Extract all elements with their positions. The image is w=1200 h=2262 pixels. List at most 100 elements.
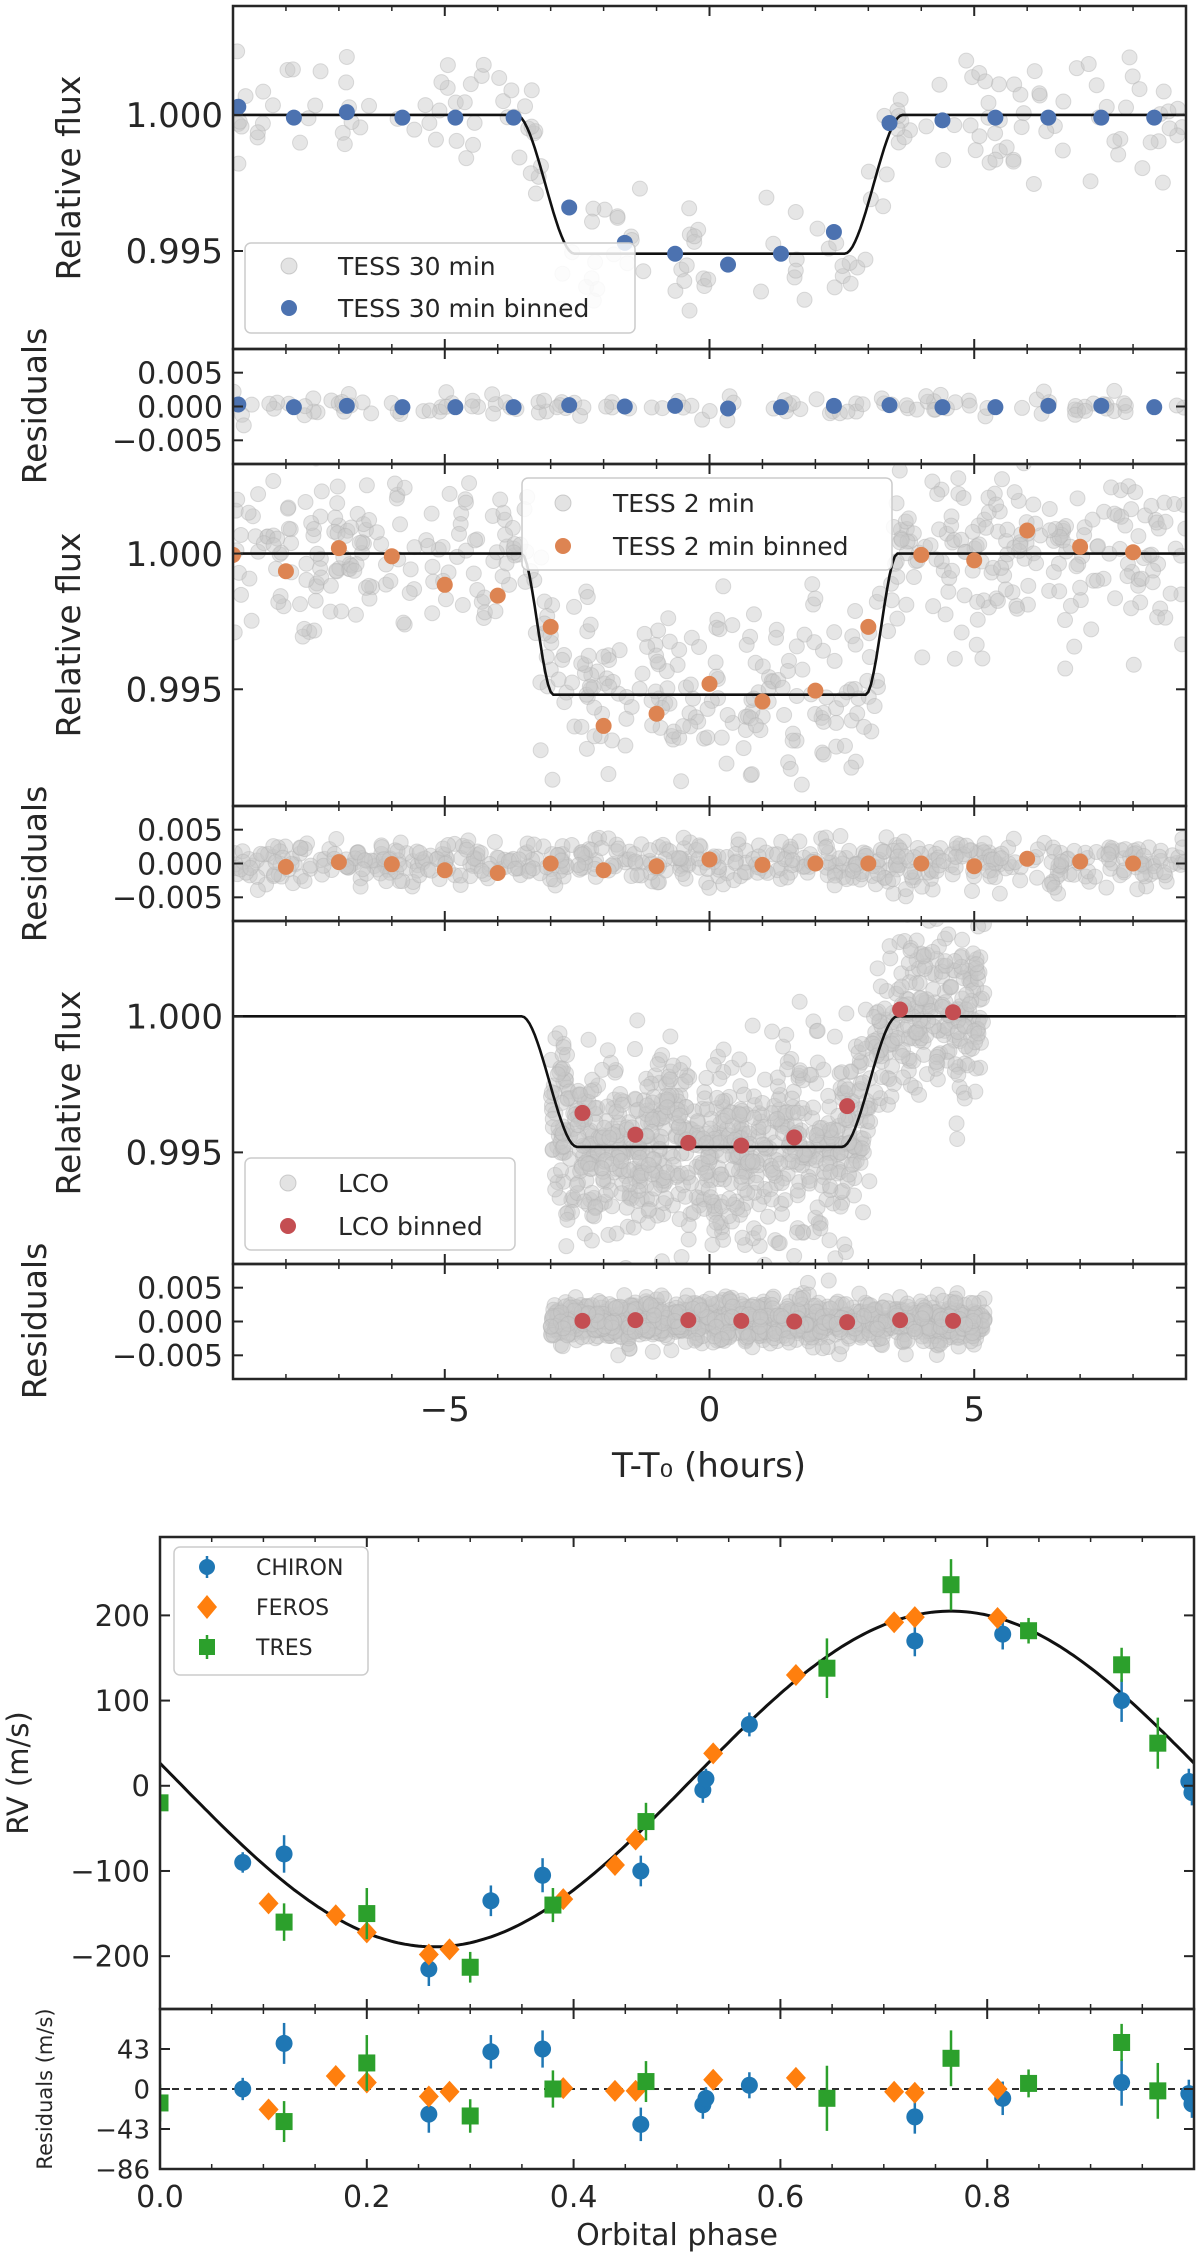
raw-point (576, 1193, 593, 1210)
raw-point (557, 1144, 574, 1161)
raw-point (858, 1310, 875, 1327)
raw-point (542, 1318, 559, 1335)
raw-point (875, 1321, 892, 1338)
raw-point (620, 1162, 637, 1179)
raw-point (714, 1147, 731, 1164)
raw-point (731, 1051, 748, 1068)
raw-point (338, 48, 355, 65)
raw-point (683, 1175, 700, 1192)
raw-point (724, 1147, 741, 1164)
raw-point (840, 1330, 857, 1347)
raw-point (473, 67, 490, 84)
raw-point (1076, 398, 1093, 415)
raw-point (822, 1124, 839, 1141)
raw-point (869, 1320, 886, 1337)
raw-point (740, 1153, 757, 1170)
raw-point (765, 1312, 782, 1329)
raw-point (586, 699, 603, 716)
raw-point (606, 1313, 623, 1330)
raw-point (911, 1032, 928, 1049)
raw-point (935, 1027, 952, 1044)
raw-point (880, 1300, 897, 1317)
raw-point (543, 634, 560, 651)
raw-point (920, 1312, 937, 1329)
raw-point (769, 862, 786, 879)
raw-point (859, 1122, 876, 1139)
raw-point (714, 1224, 731, 1241)
raw-point (939, 1019, 956, 1036)
raw-point (798, 1329, 815, 1346)
raw-point (602, 1320, 619, 1337)
raw-point (420, 537, 437, 554)
raw-point (1025, 175, 1042, 192)
raw-point (789, 1220, 806, 1237)
raw-point (491, 69, 508, 86)
raw-point (944, 534, 961, 551)
raw-point (954, 848, 971, 865)
raw-point (695, 1191, 712, 1208)
raw-point (233, 115, 247, 132)
raw-point (828, 1133, 845, 1150)
raw-point (694, 1328, 711, 1345)
raw-point (655, 1315, 672, 1332)
raw-point (724, 1213, 741, 1230)
raw-point (639, 1114, 656, 1131)
raw-point (690, 713, 707, 730)
raw-point (639, 1295, 656, 1312)
raw-point (935, 1292, 952, 1309)
raw-point (763, 1105, 780, 1122)
ytick-label: −0.005 (112, 424, 223, 459)
raw-point (328, 562, 345, 579)
raw-point (650, 874, 667, 891)
raw-point (711, 621, 728, 638)
raw-point (744, 703, 761, 720)
raw-point (764, 1290, 781, 1307)
raw-point (615, 1162, 632, 1179)
raw-point (737, 1333, 754, 1350)
raw-point (1142, 866, 1159, 883)
binned-point (860, 618, 877, 635)
raw-point (255, 83, 272, 100)
raw-point (981, 154, 998, 171)
raw-point (920, 1323, 937, 1340)
raw-point (1174, 119, 1186, 136)
raw-point (834, 1194, 851, 1211)
raw-point (334, 124, 351, 141)
raw-point (249, 869, 266, 886)
raw-point (580, 1031, 597, 1048)
raw-point (233, 845, 243, 862)
raw-point (760, 680, 777, 697)
raw-point (980, 489, 997, 506)
raw-point (1026, 63, 1043, 80)
raw-point (969, 1304, 986, 1321)
raw-point (686, 233, 703, 250)
raw-point (663, 1087, 680, 1104)
raw-point (406, 581, 423, 598)
raw-point (918, 118, 935, 135)
raw-point (585, 1154, 602, 1171)
raw-point (965, 1313, 982, 1330)
raw-point (677, 1294, 694, 1311)
raw-point (1058, 518, 1075, 535)
raw-point (713, 1166, 730, 1183)
raw-point (963, 1318, 980, 1335)
raw-point (595, 1163, 612, 1180)
raw-point (544, 597, 561, 614)
legend-lco: LCO LCO binned (244, 1157, 516, 1251)
raw-point (585, 1321, 602, 1338)
raw-point (658, 841, 675, 858)
raw-point (279, 62, 296, 79)
raw-point (946, 650, 963, 667)
raw-point (566, 598, 583, 615)
raw-point (591, 1322, 608, 1339)
raw-point (921, 843, 938, 860)
binned-point (574, 1104, 591, 1121)
raw-point (651, 838, 668, 855)
raw-point (650, 656, 667, 673)
binned-point (839, 1098, 856, 1115)
raw-point (867, 1024, 884, 1041)
raw-point (672, 860, 689, 877)
binned-point (383, 548, 400, 565)
raw-point (892, 842, 909, 859)
raw-point (233, 113, 248, 130)
